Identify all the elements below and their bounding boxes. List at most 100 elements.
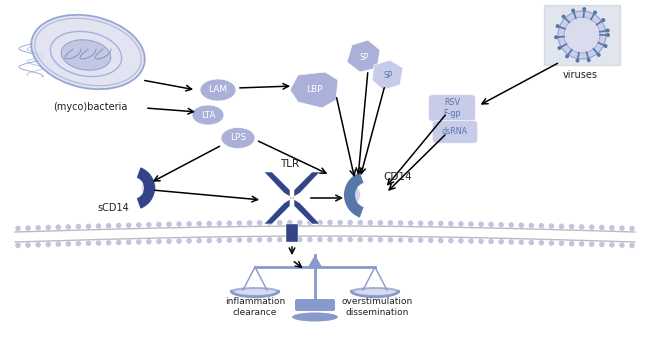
Ellipse shape xyxy=(75,241,81,246)
Ellipse shape xyxy=(351,288,399,296)
Ellipse shape xyxy=(277,237,283,242)
Ellipse shape xyxy=(565,54,569,58)
Ellipse shape xyxy=(55,224,61,230)
Ellipse shape xyxy=(619,242,625,248)
Ellipse shape xyxy=(216,221,222,226)
Ellipse shape xyxy=(606,29,610,33)
Ellipse shape xyxy=(347,237,353,242)
Ellipse shape xyxy=(554,35,558,39)
Ellipse shape xyxy=(237,220,242,226)
Ellipse shape xyxy=(593,11,597,15)
Polygon shape xyxy=(292,172,320,224)
Ellipse shape xyxy=(196,221,202,226)
Text: (myco)bacteria: (myco)bacteria xyxy=(53,102,127,112)
Ellipse shape xyxy=(126,222,131,228)
Ellipse shape xyxy=(328,220,333,225)
Ellipse shape xyxy=(15,226,21,231)
Text: SP: SP xyxy=(359,52,369,62)
Ellipse shape xyxy=(166,222,172,227)
Ellipse shape xyxy=(176,238,182,244)
Ellipse shape xyxy=(367,237,373,242)
Ellipse shape xyxy=(562,15,566,19)
Ellipse shape xyxy=(378,237,383,242)
FancyBboxPatch shape xyxy=(428,95,476,121)
Polygon shape xyxy=(290,72,338,108)
Ellipse shape xyxy=(347,220,353,225)
Ellipse shape xyxy=(569,241,575,246)
Ellipse shape xyxy=(604,44,608,48)
Ellipse shape xyxy=(328,237,333,242)
Text: CD14: CD14 xyxy=(384,172,412,182)
Text: LPS: LPS xyxy=(230,134,246,142)
Ellipse shape xyxy=(559,241,564,246)
Wedge shape xyxy=(344,172,363,218)
Ellipse shape xyxy=(126,239,131,245)
Ellipse shape xyxy=(35,225,41,231)
Ellipse shape xyxy=(587,58,591,62)
Ellipse shape xyxy=(46,225,51,230)
Ellipse shape xyxy=(499,222,504,227)
Ellipse shape xyxy=(599,242,605,247)
Ellipse shape xyxy=(619,225,625,231)
Ellipse shape xyxy=(136,222,142,228)
Ellipse shape xyxy=(418,237,423,243)
Polygon shape xyxy=(264,172,292,224)
Ellipse shape xyxy=(519,239,524,245)
Text: RSV
F-gp: RSV F-gp xyxy=(443,98,461,118)
Ellipse shape xyxy=(257,220,263,225)
Ellipse shape xyxy=(609,242,615,248)
Polygon shape xyxy=(308,255,322,267)
Ellipse shape xyxy=(35,242,41,248)
Ellipse shape xyxy=(287,237,292,242)
Text: sCD14: sCD14 xyxy=(97,203,129,213)
Ellipse shape xyxy=(387,220,393,225)
Ellipse shape xyxy=(609,225,615,231)
Ellipse shape xyxy=(106,240,111,245)
Ellipse shape xyxy=(267,237,272,242)
Ellipse shape xyxy=(66,224,71,230)
Ellipse shape xyxy=(408,237,413,243)
Ellipse shape xyxy=(75,224,81,230)
Ellipse shape xyxy=(556,24,560,28)
Text: LBP: LBP xyxy=(306,85,322,95)
Ellipse shape xyxy=(448,221,454,226)
Ellipse shape xyxy=(257,237,263,242)
Ellipse shape xyxy=(589,241,595,247)
Text: dsRNA: dsRNA xyxy=(442,128,468,136)
Ellipse shape xyxy=(46,242,51,247)
Ellipse shape xyxy=(297,220,303,225)
Ellipse shape xyxy=(187,221,192,227)
Ellipse shape xyxy=(343,186,361,204)
Ellipse shape xyxy=(629,226,635,231)
Ellipse shape xyxy=(166,239,172,244)
Ellipse shape xyxy=(601,18,605,22)
Ellipse shape xyxy=(575,58,580,63)
Ellipse shape xyxy=(146,239,151,244)
Ellipse shape xyxy=(428,238,434,243)
Ellipse shape xyxy=(200,79,236,101)
Ellipse shape xyxy=(247,237,252,243)
Polygon shape xyxy=(372,60,403,90)
Ellipse shape xyxy=(559,224,564,229)
Ellipse shape xyxy=(287,220,292,225)
Ellipse shape xyxy=(539,223,544,228)
Ellipse shape xyxy=(116,223,122,228)
Ellipse shape xyxy=(156,239,162,244)
Text: LAM: LAM xyxy=(209,85,228,95)
FancyBboxPatch shape xyxy=(295,299,335,311)
Ellipse shape xyxy=(187,238,192,244)
Ellipse shape xyxy=(207,238,212,243)
Polygon shape xyxy=(286,224,298,242)
Ellipse shape xyxy=(292,312,338,322)
Ellipse shape xyxy=(227,220,232,226)
Ellipse shape xyxy=(398,237,403,243)
Ellipse shape xyxy=(582,7,586,11)
Ellipse shape xyxy=(106,223,111,228)
Ellipse shape xyxy=(579,241,584,246)
Ellipse shape xyxy=(569,224,575,230)
Ellipse shape xyxy=(61,40,111,70)
Ellipse shape xyxy=(408,220,413,226)
Ellipse shape xyxy=(438,238,443,243)
Ellipse shape xyxy=(267,220,272,225)
Ellipse shape xyxy=(231,288,279,296)
